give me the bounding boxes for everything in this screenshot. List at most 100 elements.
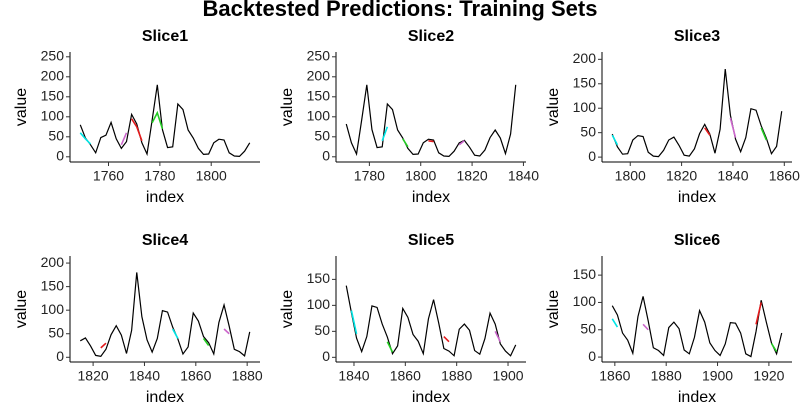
y-tick-label: 100 <box>573 293 597 309</box>
y-tick-label: 250 <box>307 48 331 64</box>
x-tick-label: 1900 <box>702 368 733 384</box>
x-tick-label: 1800 <box>196 168 227 184</box>
series-line <box>151 110 164 130</box>
y-tick-label: 100 <box>307 108 331 124</box>
series-line <box>402 138 409 148</box>
y-tick-label: 100 <box>573 99 597 115</box>
y-tick-label: 0 <box>56 148 64 164</box>
series-line <box>611 134 619 146</box>
y-tick-label: 200 <box>41 68 65 84</box>
y-tick-label: 50 <box>314 128 330 144</box>
x-tick-label: 1780 <box>354 168 385 184</box>
series-line <box>458 140 465 146</box>
y-tick-label: 0 <box>322 348 330 364</box>
y-tick-label: 50 <box>48 324 64 340</box>
y-axis-label: value <box>279 88 296 126</box>
series-line <box>428 140 434 143</box>
panel-title: Slice6 <box>674 232 720 249</box>
y-tick-label: 0 <box>588 148 596 164</box>
series-line <box>345 84 517 158</box>
series-line <box>79 84 251 158</box>
y-tick-label: 150 <box>307 270 331 286</box>
y-tick-label: 150 <box>41 277 65 293</box>
y-tick-label: 150 <box>573 74 597 90</box>
y-tick-label: 150 <box>573 266 597 282</box>
y-tick-label: 200 <box>573 50 597 66</box>
x-axis-label: index <box>412 389 450 406</box>
x-tick-label: 1860 <box>599 368 630 384</box>
x-tick-label: 1800 <box>405 168 436 184</box>
series-line <box>100 342 107 349</box>
x-tick-label: 1860 <box>769 168 800 184</box>
series-line <box>611 318 619 328</box>
x-axis-label: index <box>412 189 450 206</box>
y-tick-label: 0 <box>588 348 596 364</box>
x-tick-label: 1820 <box>457 168 488 184</box>
x-tick-label: 1820 <box>666 168 697 184</box>
y-tick-label: 100 <box>41 301 65 317</box>
y-axis-label: value <box>13 290 30 328</box>
series-line <box>223 328 230 335</box>
series-line <box>381 126 389 142</box>
x-tick-label: 1920 <box>753 368 784 384</box>
y-tick-label: 200 <box>307 68 331 84</box>
y-tick-label: 50 <box>314 322 330 338</box>
y-tick-label: 0 <box>322 148 330 164</box>
x-axis-label: index <box>146 189 184 206</box>
y-tick-label: 150 <box>41 88 65 104</box>
x-tick-label: 1880 <box>232 368 263 384</box>
x-tick-label: 1860 <box>180 368 211 384</box>
y-tick-label: 50 <box>580 123 596 139</box>
x-tick-label: 1820 <box>78 368 109 384</box>
x-tick-label: 1840 <box>338 368 369 384</box>
panel-title: Slice2 <box>408 28 454 45</box>
y-axis-label: value <box>279 290 296 328</box>
figure-title: Backtested Predictions: Training Sets <box>203 0 598 21</box>
panel-title: Slice3 <box>674 28 720 45</box>
series-line <box>386 341 394 353</box>
y-axis-label: value <box>545 290 562 328</box>
series-line <box>729 117 737 138</box>
y-tick-label: 50 <box>48 128 64 144</box>
series-line <box>443 335 450 343</box>
x-tick-label: 1760 <box>93 168 124 184</box>
series-line <box>611 296 783 358</box>
series-line <box>79 132 92 145</box>
x-tick-label: 1840 <box>508 168 539 184</box>
series-line <box>611 69 783 158</box>
y-tick-label: 250 <box>41 48 65 64</box>
series-line <box>350 310 358 335</box>
x-tick-label: 1900 <box>492 368 523 384</box>
panel-title: Slice1 <box>142 28 188 45</box>
series-line <box>171 328 179 339</box>
y-axis-label: value <box>13 88 30 126</box>
x-axis-label: index <box>678 389 716 406</box>
series-line <box>770 342 778 353</box>
panel-title: Slice5 <box>408 232 454 249</box>
x-tick-label: 1800 <box>615 168 646 184</box>
series-line <box>642 323 649 331</box>
series-line <box>345 285 517 357</box>
y-axis-label: value <box>545 88 562 126</box>
series-line <box>755 302 762 325</box>
y-tick-label: 200 <box>41 254 65 270</box>
x-tick-label: 1880 <box>651 368 682 384</box>
x-tick-label: 1840 <box>129 368 160 384</box>
x-tick-label: 1780 <box>144 168 175 184</box>
x-tick-label: 1880 <box>441 368 472 384</box>
x-axis-label: index <box>678 189 716 206</box>
panel-title: Slice4 <box>142 232 188 249</box>
y-tick-label: 100 <box>41 108 65 124</box>
x-tick-label: 1840 <box>717 168 748 184</box>
series-line <box>120 132 128 146</box>
y-tick-label: 0 <box>56 348 64 364</box>
series-line <box>760 127 768 141</box>
y-tick-label: 50 <box>580 320 596 336</box>
series-line <box>202 337 210 346</box>
series-line <box>79 272 251 358</box>
x-axis-label: index <box>146 389 184 406</box>
y-tick-label: 150 <box>307 88 331 104</box>
series-line <box>130 118 143 142</box>
y-tick-label: 100 <box>307 296 331 312</box>
